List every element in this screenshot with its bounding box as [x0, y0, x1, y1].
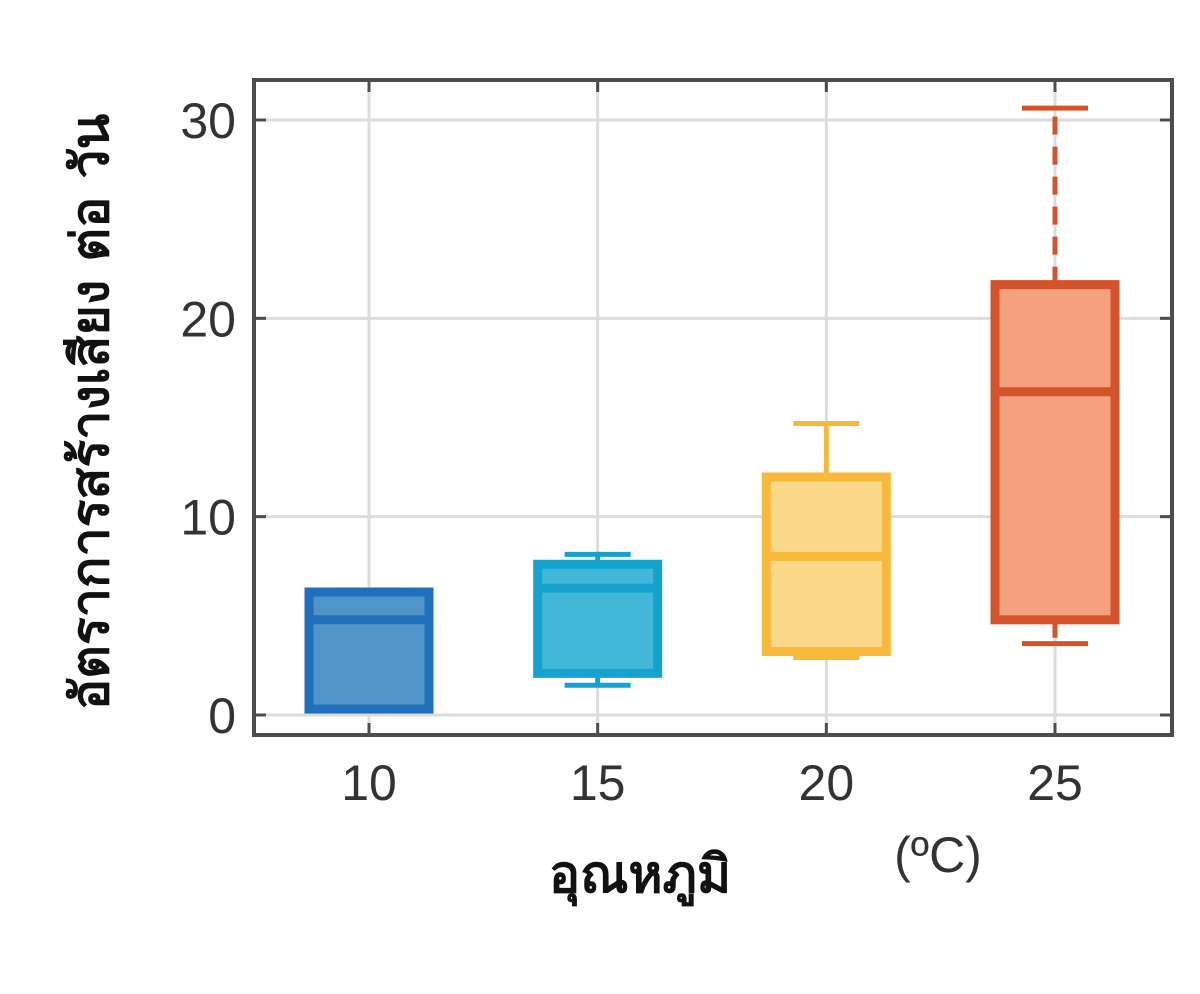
box-body-25 — [990, 280, 1120, 625]
x-tick-label-25: 25 — [1027, 755, 1083, 811]
x-tick-label-20: 20 — [799, 755, 855, 811]
box-15 — [533, 551, 663, 688]
y-tick-label-10: 10 — [180, 490, 236, 546]
plot-frame — [252, 78, 1174, 737]
axis-ticks: 0 10 20 30 10 15 20 25 — [180, 80, 1172, 811]
box-20 — [761, 420, 891, 660]
x-axis-unit: (ºC) — [894, 827, 982, 883]
box-body-20 — [761, 472, 891, 657]
y-tick-label-20: 20 — [180, 291, 236, 347]
x-tick-label-15: 15 — [570, 755, 626, 811]
y-tick-label-0: 0 — [208, 688, 236, 744]
grid-lines — [254, 80, 1172, 735]
box-25 — [990, 105, 1120, 647]
box-10 — [304, 587, 434, 714]
x-tick-label-10: 10 — [341, 755, 397, 811]
y-tick-label-30: 30 — [180, 93, 236, 149]
box-body-15 — [533, 559, 663, 678]
y-axis-title: อัตราการสร้างเสียง ต่อ วัน — [61, 113, 121, 710]
box-series — [304, 105, 1120, 714]
box-body-10 — [304, 587, 434, 714]
x-axis-title: อุณหภูมิ — [549, 845, 731, 907]
